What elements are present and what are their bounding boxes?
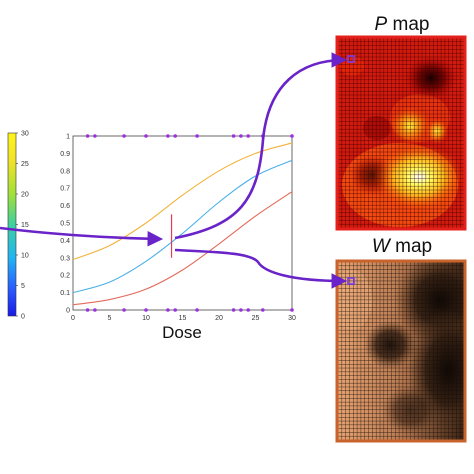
marker-y0 <box>290 308 294 312</box>
marker-y0 <box>231 308 236 312</box>
marker-y1 <box>239 134 243 138</box>
y-tick-label: 0.2 <box>60 273 70 280</box>
y-tick-label: 1 <box>66 134 70 141</box>
y-tick-label: 0.5 <box>60 221 70 228</box>
curve-series-3 <box>72 191 293 306</box>
x-tick-label: 10 <box>142 315 150 322</box>
colorbar-tick-label: 5 <box>21 283 25 290</box>
w-map-panel: W map <box>335 236 467 443</box>
p-map-title: P map <box>375 14 430 35</box>
colorbar-tick-label: 20 <box>21 192 29 199</box>
arrow-plot-to-p-map <box>174 52 348 240</box>
marker-y1 <box>246 134 250 138</box>
w-map-title-text: map <box>390 236 432 257</box>
colorbar-tick-label: 25 <box>21 161 29 168</box>
marker-y0 <box>246 308 250 312</box>
colorbar-tick-label: 0 <box>21 314 25 321</box>
curve-series-1 <box>72 142 293 261</box>
marker-y1 <box>166 134 170 138</box>
marker-y1 <box>144 134 148 138</box>
x-tick-label: 5 <box>108 315 112 322</box>
marker-y1 <box>231 134 236 138</box>
colorbar-tick-label: 10 <box>21 253 29 260</box>
w-map-selected-pixel <box>347 277 355 285</box>
map-grid-lines <box>338 262 464 440</box>
dose-response-curves <box>72 142 293 306</box>
p-map-title-symbol: P <box>375 14 388 35</box>
x-tick-label: 0 <box>71 315 75 322</box>
y-tick-label: 0.3 <box>60 255 70 262</box>
p-map-border <box>335 35 467 231</box>
marker-y1 <box>122 134 126 138</box>
marker-y0 <box>173 308 177 312</box>
marker-y0 <box>93 308 97 312</box>
colorbar-gradient <box>7 132 17 317</box>
marker-y0 <box>239 308 243 312</box>
arrow-plot-to-w-map <box>174 248 348 289</box>
marker-y0 <box>195 308 199 312</box>
marker-y0 <box>85 308 90 312</box>
map-grid-lines <box>338 38 464 228</box>
y-tick-labels: 0 0.1 0.2 0.3 0.4 0.5 0.6 0.7 0.8 0.9 1 <box>60 134 70 315</box>
x-tick-label: 20 <box>215 315 223 322</box>
marker-y0 <box>261 308 265 312</box>
marker-y0 <box>144 308 148 312</box>
colorbar-tick-label: 30 <box>21 131 29 138</box>
marker-y1 <box>173 134 177 138</box>
x-tick-label: 15 <box>179 315 187 322</box>
colorbar-tick-labels: 0 5 10 15 20 25 30 <box>16 131 29 321</box>
arrow-colorbar-to-plot <box>0 226 164 247</box>
p-map-title-text: map <box>387 14 429 35</box>
curve-series-2 <box>72 159 293 294</box>
p-map-selected-pixel <box>347 55 355 63</box>
y-tick-label: 0.6 <box>60 203 70 210</box>
dose-response-plot: 0 0.1 0.2 0.3 0.4 0.5 0.6 0.7 0.8 0.9 1 0 5 10 15 20 25… <box>60 134 296 343</box>
marker-y1 <box>93 134 97 138</box>
y-tick-label: 0.8 <box>60 168 70 175</box>
colorbar-tick-label: 15 <box>21 222 29 229</box>
w-map-heatmap <box>338 262 464 440</box>
x-tick-label: 25 <box>252 315 260 322</box>
colorbar: 0 5 10 15 20 25 30 <box>7 131 29 321</box>
marker-y1 <box>290 134 294 138</box>
marker-y0 <box>122 308 126 312</box>
p-map-heatmap <box>338 38 464 228</box>
x-tick-label: 30 <box>288 315 296 322</box>
y-tick-label: 0.9 <box>60 151 70 158</box>
connector-arrows <box>0 52 348 289</box>
w-map-title-symbol: W <box>372 236 392 257</box>
w-map-title: W map <box>372 236 432 257</box>
x-tick-labels: 0 5 10 15 20 25 30 <box>71 315 296 322</box>
y-tick-label: 0.4 <box>60 238 70 245</box>
marker-y1 <box>195 134 199 138</box>
plot-axes-frame <box>72 135 293 311</box>
y-tick-label: 0.1 <box>60 290 70 297</box>
x-axis-title: Dose <box>162 323 202 342</box>
y-tick-label: 0 <box>66 308 70 315</box>
w-map-border <box>335 259 467 443</box>
marker-y1 <box>85 134 90 138</box>
marker-y0 <box>166 308 170 312</box>
y-tick-label: 0.7 <box>60 186 70 193</box>
p-map-panel: P map <box>335 14 467 231</box>
